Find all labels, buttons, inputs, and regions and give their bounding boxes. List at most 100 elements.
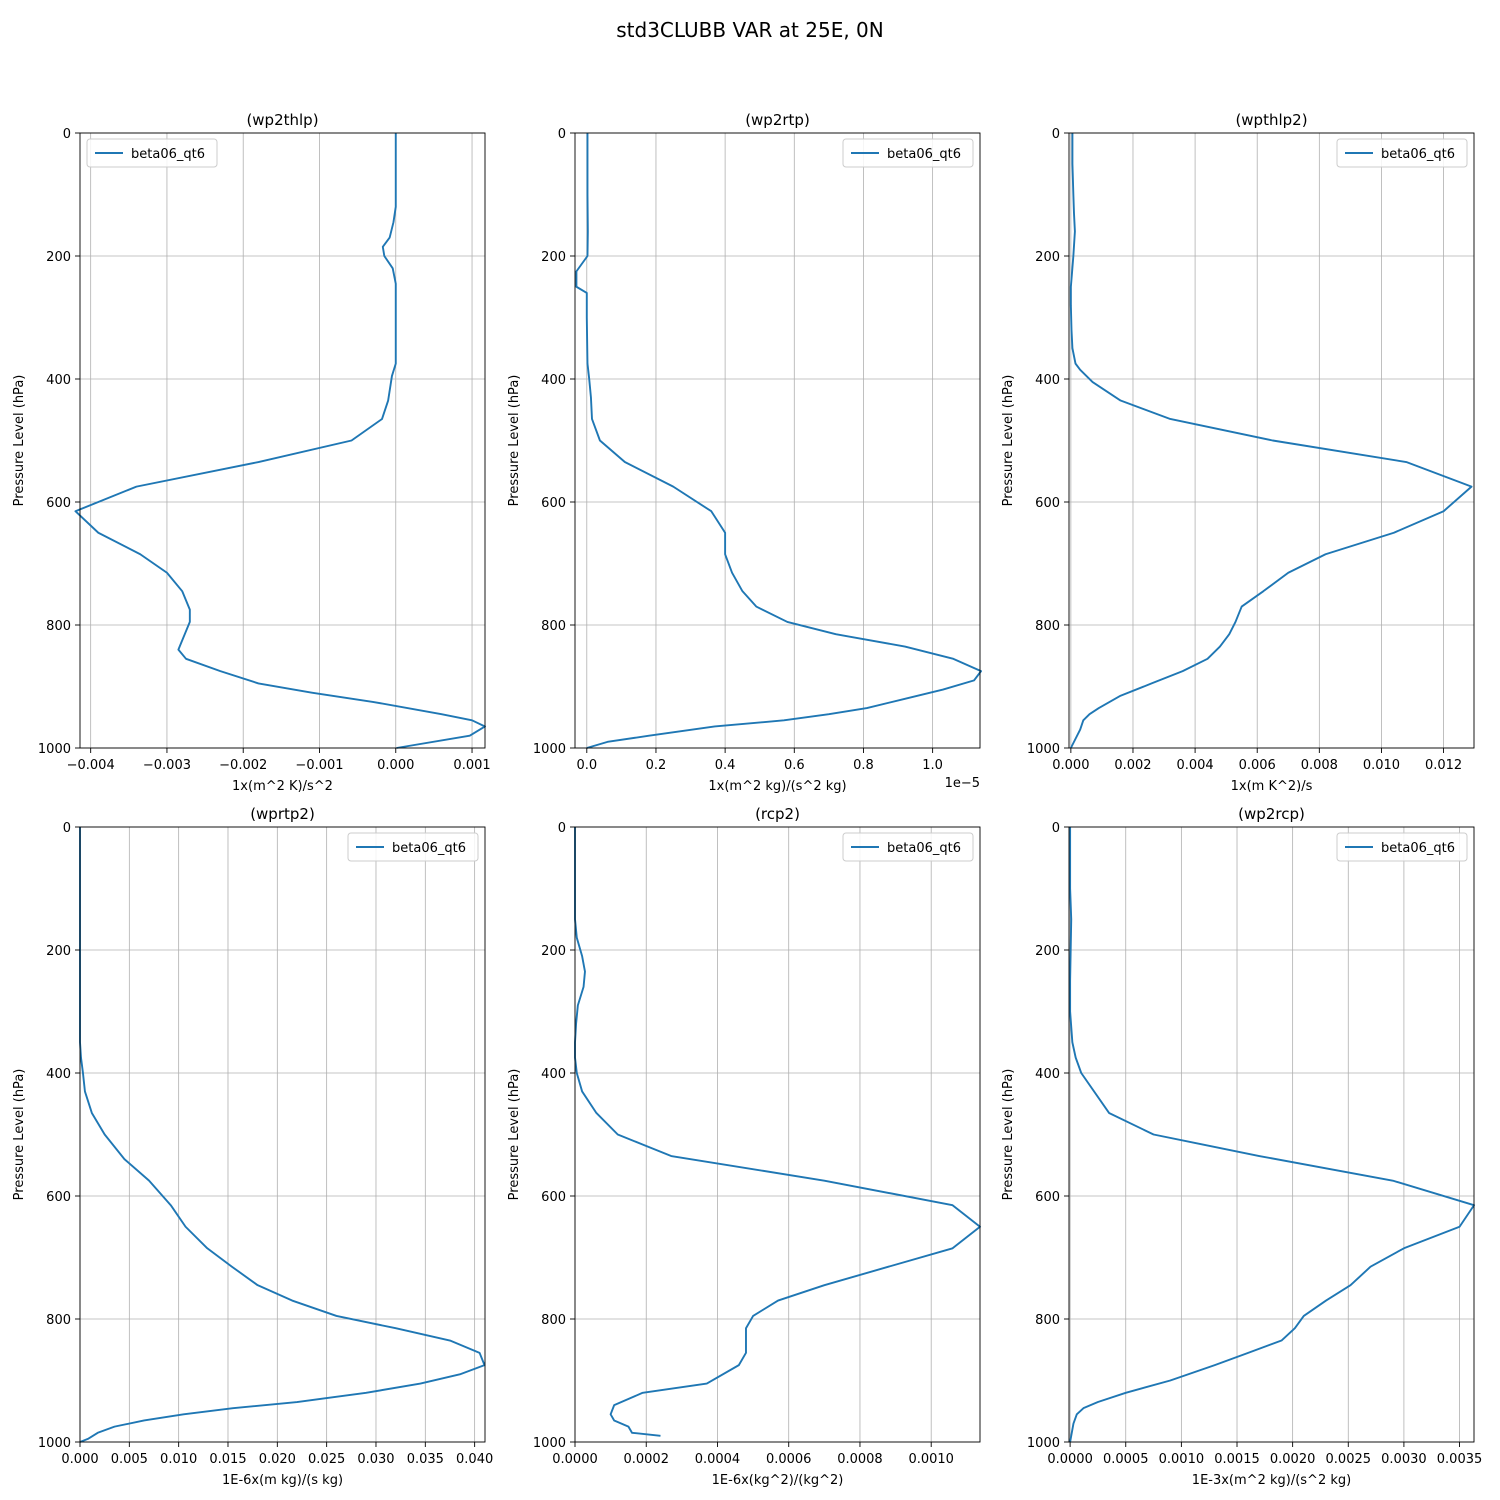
y-tick-label: 800 xyxy=(46,1313,71,1328)
legend: beta06_qt6 xyxy=(1336,832,1468,862)
y-tick-label: 400 xyxy=(541,373,566,388)
plot-frame xyxy=(79,132,486,749)
x-tick-label: 0.010 xyxy=(160,1452,197,1467)
y-tick-label: 200 xyxy=(1035,250,1060,265)
y-tick-label: 200 xyxy=(1035,944,1060,959)
x-tick-label: 0.0008 xyxy=(837,1452,883,1467)
y-tick-label: 400 xyxy=(1035,373,1060,388)
y-tick-label: 1000 xyxy=(1027,1436,1060,1451)
y-axis-label: Pressure Level (hPa) xyxy=(1001,1069,1016,1201)
x-tick-label: 0.0004 xyxy=(695,1452,741,1467)
y-tick-label: 0 xyxy=(63,821,71,836)
y-axis-label: Pressure Level (hPa) xyxy=(507,375,522,507)
plot-frame xyxy=(1068,826,1475,1443)
subplot-1: −0.004 −0.003 −0.002 −0.001 0.000 0.001 0 200 40… xyxy=(12,111,491,794)
series-line-beta06_qt6 xyxy=(575,133,982,749)
y-tick-label: 400 xyxy=(541,1067,566,1082)
y-tick-label: 0 xyxy=(558,127,566,142)
series-line-beta06_qt6 xyxy=(1069,827,1475,1443)
subplot-6: 0.0000 0.0005 0.0010 0.0015 0.0020 0.0025 0.00… xyxy=(1001,805,1482,1488)
legend-label: beta06_qt6 xyxy=(131,147,205,162)
y-tick-label: 800 xyxy=(1035,1313,1060,1328)
x-tick-label: 1.0 xyxy=(922,758,943,773)
x-tick-label: 0.015 xyxy=(209,1452,246,1467)
legend-box xyxy=(842,832,974,862)
subplot-grid: −0.004 −0.003 −0.002 −0.001 0.000 0.001020040… xyxy=(12,111,1482,1488)
x-tick-label: 0.000 xyxy=(377,758,414,773)
x-tick-label: 0.0000 xyxy=(552,1452,598,1467)
x-tick-label: 0.005 xyxy=(111,1452,148,1467)
x-tick-label: 0.0020 xyxy=(1270,1452,1316,1467)
x-tick-label: 0.000 xyxy=(61,1452,98,1467)
x-tick-label: 0.6 xyxy=(784,758,805,773)
y-tick-label: 400 xyxy=(46,1067,71,1082)
series-line-beta06_qt6 xyxy=(74,133,486,749)
legend-label: beta06_qt6 xyxy=(392,841,466,856)
y-tick-label: 800 xyxy=(46,619,71,634)
y-axis-label: Pressure Level (hPa) xyxy=(1001,375,1016,507)
x-tick-label: −0.002 xyxy=(219,758,267,773)
x-tick-label: 0.008 xyxy=(1301,758,1338,773)
series-line-beta06_qt6 xyxy=(79,827,486,1443)
x-tick-label: 0.006 xyxy=(1239,758,1276,773)
y-axis-label: Pressure Level (hPa) xyxy=(12,375,27,507)
y-tick-label: 600 xyxy=(541,496,566,511)
y-tick-label: 0 xyxy=(558,821,566,836)
legend: beta06_qt6 xyxy=(86,138,218,168)
subplot-4: 0.000 0.005 0.010 0.015 0.020 0.025 0.030 0.035… xyxy=(12,805,493,1488)
x-tick-label: 0.2 xyxy=(646,758,667,773)
x-axis-label: 1E-6x(kg^2)/(kg^2) xyxy=(712,1473,844,1488)
x-tick-label: 0.040 xyxy=(456,1452,493,1467)
y-tick-label: 800 xyxy=(541,619,566,634)
x-tick-label: 0.0025 xyxy=(1326,1452,1372,1467)
y-tick-label: 0 xyxy=(1052,127,1060,142)
y-tick-label: 200 xyxy=(541,250,566,265)
plot-frame xyxy=(1068,132,1475,749)
legend-box xyxy=(86,138,218,168)
x-tick-label: 0.0030 xyxy=(1381,1452,1427,1467)
y-tick-label: 400 xyxy=(1035,1067,1060,1082)
y-tick-label: 200 xyxy=(541,944,566,959)
y-tick-label: 600 xyxy=(1035,496,1060,511)
y-tick-label: 600 xyxy=(1035,1190,1060,1205)
series-line-beta06_qt6 xyxy=(574,827,981,1437)
legend: beta06_qt6 xyxy=(347,832,479,862)
x-tick-label: 0.010 xyxy=(1363,758,1400,773)
legend: beta06_qt6 xyxy=(842,138,974,168)
x-tick-label: 0.0035 xyxy=(1437,1452,1483,1467)
y-tick-label: 0 xyxy=(63,127,71,142)
legend: beta06_qt6 xyxy=(842,832,974,862)
y-tick-label: 1000 xyxy=(1027,742,1060,757)
x-tick-label: 0.004 xyxy=(1176,758,1213,773)
x-tick-label: 0.0010 xyxy=(1159,1452,1205,1467)
y-tick-label: 600 xyxy=(541,1190,566,1205)
plot-frame xyxy=(574,826,981,1443)
x-tick-label: 0.002 xyxy=(1114,758,1151,773)
x-offset-text: 1e−5 xyxy=(945,776,980,791)
x-tick-label: 0.4 xyxy=(715,758,736,773)
series-line-beta06_qt6 xyxy=(1069,133,1473,749)
x-tick-label: 0.035 xyxy=(407,1452,444,1467)
x-tick-label: 0.0006 xyxy=(766,1452,812,1467)
legend-box xyxy=(1336,832,1468,862)
x-axis-label: 1E-6x(m kg)/(s kg) xyxy=(222,1473,343,1488)
x-axis-label: 1x(m^2 kg)/(s^2 kg) xyxy=(708,779,846,794)
legend-label: beta06_qt6 xyxy=(1381,147,1455,162)
x-axis-label: 1x(m K^2)/s xyxy=(1231,779,1313,794)
legend-box xyxy=(347,832,479,862)
x-tick-label: 0.030 xyxy=(357,1452,394,1467)
x-tick-label: 0.025 xyxy=(308,1452,345,1467)
legend-label: beta06_qt6 xyxy=(887,841,961,856)
y-tick-label: 200 xyxy=(46,944,71,959)
x-tick-label: 0.0015 xyxy=(1214,1452,1260,1467)
legend-label: beta06_qt6 xyxy=(1381,841,1455,856)
subplot-2: 0.0 0.2 0.4 0.6 0.8 1.0 0 200 400 600 800 1000 (wp2r… xyxy=(507,111,982,794)
x-tick-label: 0.000 xyxy=(1052,758,1089,773)
x-tick-label: −0.004 xyxy=(67,758,115,773)
y-tick-label: 200 xyxy=(46,250,71,265)
x-tick-label: 0.012 xyxy=(1425,758,1462,773)
y-tick-label: 600 xyxy=(46,1190,71,1205)
x-axis-label: 1E-3x(m^2 kg)/(s^2 kg) xyxy=(1192,1473,1351,1488)
y-tick-label: 0 xyxy=(1052,821,1060,836)
legend: beta06_qt6 xyxy=(1336,138,1468,168)
